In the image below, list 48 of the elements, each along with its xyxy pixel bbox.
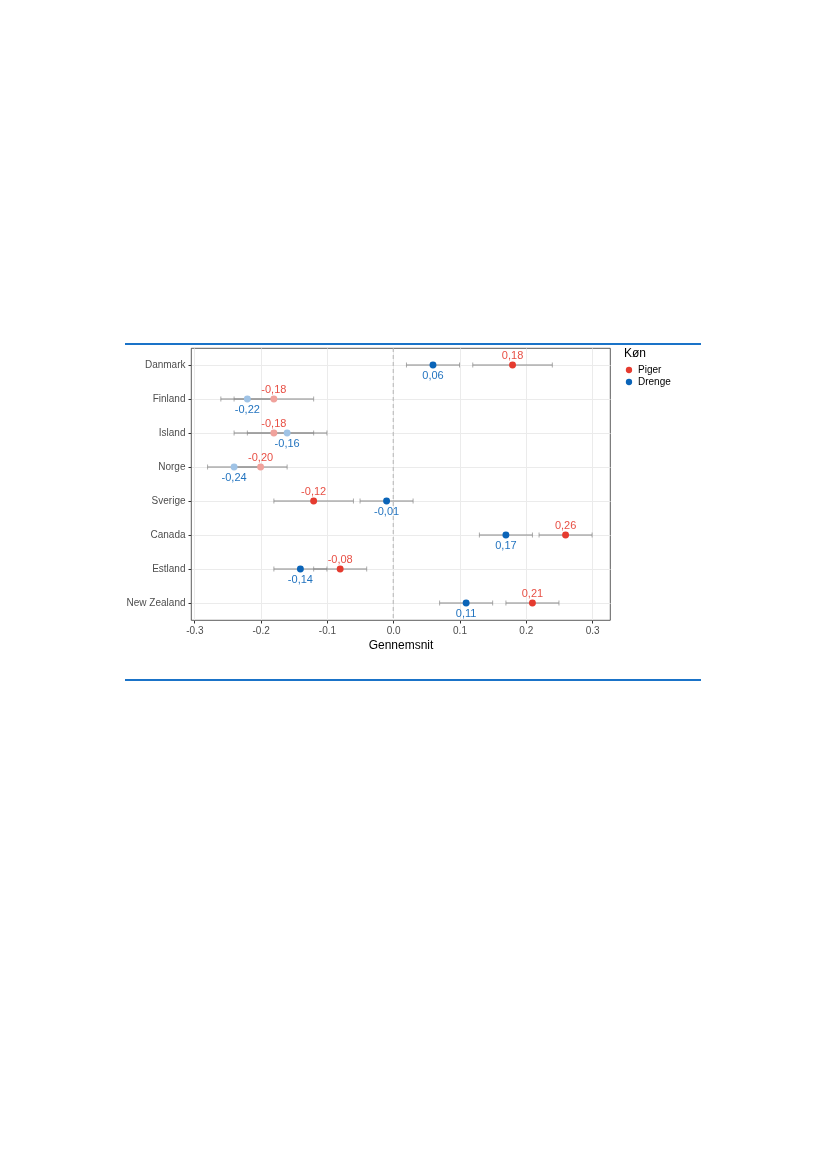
- data-label: -0,14: [287, 573, 313, 585]
- data-label: 0,06: [422, 369, 444, 381]
- data-label: 0,26: [554, 519, 577, 531]
- x-tick-label: 0.0: [386, 624, 402, 636]
- y-tick-label: Island: [158, 427, 186, 438]
- y-tick-label: Estland: [152, 563, 186, 574]
- legend-label: Drenge: [638, 376, 672, 387]
- data-label: -0,18: [261, 417, 287, 429]
- point: [462, 599, 470, 607]
- point: [562, 531, 570, 539]
- data-label: -0,22: [234, 403, 260, 415]
- data-label: -0,08: [327, 553, 353, 565]
- point: [270, 429, 278, 437]
- data-label: 0,11: [455, 607, 477, 619]
- data-label: -0,24: [221, 471, 247, 483]
- data-label: -0,16: [274, 437, 300, 449]
- data-label: 0,18: [501, 349, 524, 361]
- x-tick-label: 0.3: [585, 624, 600, 636]
- data-label: -0,01: [374, 505, 400, 517]
- y-tick-label: New Zealand: [126, 597, 186, 608]
- data-label: -0,18: [261, 383, 287, 395]
- y-tick-label: Norge: [158, 461, 186, 472]
- data-label: -0,20: [248, 451, 274, 463]
- y-tick-label: Finland: [152, 393, 186, 404]
- point: [336, 565, 344, 573]
- point: [296, 565, 304, 573]
- x-tick-label: -0.3: [186, 624, 204, 636]
- data-label: 0,21: [521, 587, 544, 599]
- point: [509, 361, 517, 369]
- point: [528, 599, 536, 607]
- y-tick-label: Danmark: [144, 359, 187, 370]
- x-tick-label: 0.1: [453, 624, 468, 636]
- data-label: -0,12: [301, 485, 327, 497]
- point: [310, 497, 318, 505]
- legend-title: Køn: [624, 346, 647, 360]
- point: [283, 429, 291, 437]
- x-tick-label: -0.2: [252, 624, 271, 636]
- point: [429, 361, 437, 369]
- point: [383, 497, 391, 505]
- x-tick-label: -0.1: [318, 624, 337, 636]
- point: [502, 531, 510, 539]
- y-tick-label: Canada: [150, 529, 186, 540]
- legend-label: Piger: [638, 364, 663, 375]
- x-axis-title: Gennemsnit: [368, 637, 435, 652]
- point: [243, 395, 251, 403]
- data-label: 0,17: [495, 539, 517, 551]
- y-tick-label: Sverige: [151, 495, 186, 506]
- x-tick-label: 0.2: [519, 624, 534, 636]
